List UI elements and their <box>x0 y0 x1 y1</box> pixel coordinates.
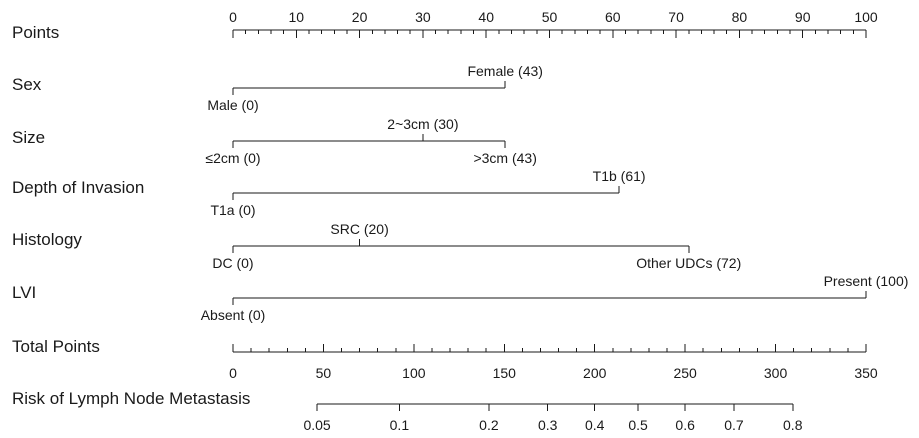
points-tick-label: 80 <box>732 9 748 25</box>
total-tick-label: 250 <box>673 365 697 381</box>
risk-tick-label: 0.7 <box>724 417 744 433</box>
row-label: Sex <box>12 75 42 94</box>
level-label: Male (0) <box>207 97 258 113</box>
level-label: Absent (0) <box>201 307 266 323</box>
row-label: Risk of Lymph Node Metastasis <box>12 389 250 408</box>
risk-tick-label: 0.8 <box>783 417 803 433</box>
points-tick-label: 90 <box>795 9 811 25</box>
total-tick-label: 150 <box>493 365 517 381</box>
total-tick-label: 200 <box>583 365 607 381</box>
total-tick-label: 0 <box>229 365 237 381</box>
points-tick-label: 20 <box>352 9 368 25</box>
level-label: DC (0) <box>212 255 253 271</box>
risk-tick-label: 0.05 <box>303 417 330 433</box>
points-tick-label: 40 <box>478 9 494 25</box>
level-label: ≤2cm (0) <box>205 150 260 166</box>
level-label: T1b (61) <box>593 168 646 184</box>
points-tick-label: 70 <box>668 9 684 25</box>
total-tick-label: 350 <box>854 365 878 381</box>
points-tick-label: 0 <box>229 9 237 25</box>
level-label: >3cm (43) <box>473 150 536 166</box>
points-tick-label: 60 <box>605 9 621 25</box>
risk-tick-label: 0.6 <box>675 417 695 433</box>
points-tick-label: 100 <box>854 9 878 25</box>
total-tick-label: 50 <box>316 365 332 381</box>
points-tick-label: 50 <box>542 9 558 25</box>
points-tick-label: 30 <box>415 9 431 25</box>
row-label: Histology <box>12 230 82 249</box>
total-tick-label: 100 <box>402 365 426 381</box>
row-label: Total Points <box>12 337 100 356</box>
level-label: T1a (0) <box>210 202 255 218</box>
risk-tick-label: 0.4 <box>585 417 605 433</box>
level-label: Other UDCs (72) <box>636 255 741 271</box>
level-label: SRC (20) <box>330 221 388 237</box>
risk-tick-label: 0.3 <box>538 417 558 433</box>
risk-tick-label: 0.2 <box>479 417 499 433</box>
row-label: Depth of Invasion <box>12 178 144 197</box>
level-label: Present (100) <box>824 273 909 289</box>
row-label: Size <box>12 128 45 147</box>
points-tick-label: 10 <box>289 9 305 25</box>
risk-tick-label: 0.5 <box>628 417 648 433</box>
row-label: Points <box>12 23 59 42</box>
row-label: LVI <box>12 283 36 302</box>
level-label: 2~3cm (30) <box>387 116 458 132</box>
risk-tick-label: 0.1 <box>390 417 410 433</box>
total-tick-label: 300 <box>764 365 788 381</box>
level-label: Female (43) <box>467 63 542 79</box>
